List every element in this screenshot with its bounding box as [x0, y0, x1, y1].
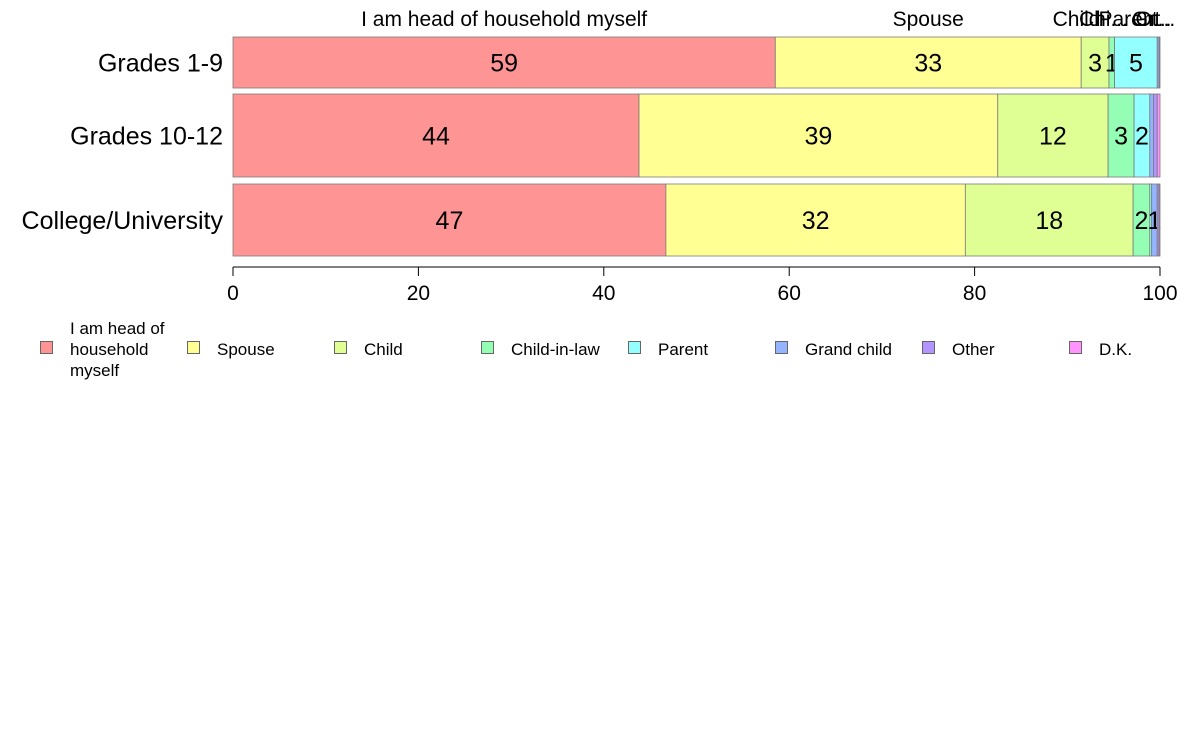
bar-segment — [774, 36, 1082, 89]
x-tick-label: 0 — [227, 282, 239, 300]
legend-swatch — [40, 341, 53, 354]
data-label: 12 — [1039, 123, 1067, 151]
legend-swatch — [628, 341, 641, 354]
legend-label: Parent — [658, 339, 709, 359]
segment-top-label: Parent — [1098, 8, 1160, 31]
bar-segment — [1156, 93, 1161, 178]
bar-segment — [1153, 93, 1158, 178]
bars: 59 33 3 1 544 39 12 3 247 32 18 2 1 — [232, 36, 1161, 257]
bar-segment — [964, 183, 1134, 257]
x-tick-label: 100 — [1142, 282, 1177, 300]
bar-segment — [638, 93, 999, 178]
legend-label: Grand child — [805, 339, 892, 359]
data-label: 3 — [1088, 50, 1102, 78]
x-tick-label: 40 — [592, 282, 615, 300]
data-label: 2 — [1135, 207, 1149, 235]
segment-top-label: Spouse — [893, 8, 964, 31]
category-label: Grades 1-9 — [98, 50, 223, 78]
segment-top-label: I am head of household myself — [361, 8, 647, 31]
data-label: 2 — [1135, 123, 1149, 151]
data-label: 39 — [804, 123, 832, 151]
category-label: College/University — [22, 207, 224, 235]
segment-top-label: Ot... — [1136, 8, 1176, 31]
stacked-bar-chart: I am head of household myself Spouse Child… — [22, 8, 1178, 300]
x-tick-label: 60 — [778, 282, 801, 300]
segment-top-label: Gr... — [1132, 8, 1172, 31]
bar-segment — [1149, 93, 1154, 178]
legend-swatch — [334, 341, 347, 354]
segment-top-label: Chi... — [1079, 8, 1128, 31]
legend-label: Other — [952, 339, 995, 359]
segment-top-label: Child — [1053, 8, 1101, 31]
segment-top-labels: I am head of household myself Spouse Child… — [361, 8, 1175, 31]
x-axis: 0 20 40 60 80 100 — [227, 266, 1178, 300]
bar-segment — [1158, 36, 1161, 89]
x-tick-label: 20 — [407, 282, 430, 300]
legend-label: Child — [364, 339, 403, 359]
bar-segment — [1114, 36, 1158, 89]
bar-segment — [1080, 36, 1110, 89]
data-label: 18 — [1035, 207, 1063, 235]
legend-label: D.K. — [1099, 339, 1133, 359]
data-label: 5 — [1129, 50, 1143, 78]
data-label: 59 — [490, 50, 518, 78]
bar-segment — [232, 183, 667, 257]
legend-swatch — [481, 341, 494, 354]
legend: I am head of household myself Spouse Chi… — [0, 316, 1188, 386]
data-label: 32 — [802, 207, 830, 235]
data-label: 47 — [436, 207, 464, 235]
data-label: 3 — [1114, 123, 1128, 151]
legend-label: Spouse — [217, 339, 275, 359]
category-label: Grades 10-12 — [70, 123, 223, 151]
legend-swatch — [775, 341, 788, 354]
bar-segment — [232, 93, 640, 178]
legend-label: Child-in-law — [511, 339, 600, 359]
data-label: 33 — [914, 50, 942, 78]
bar-segment — [665, 183, 966, 257]
legend-swatch — [922, 341, 935, 354]
category-labels: Grades 1-9 Grades 10-12 College/University — [22, 50, 224, 236]
legend-swatch — [187, 341, 200, 354]
bar-segment — [1107, 93, 1135, 178]
x-tick-label: 80 — [963, 282, 986, 300]
bar-segment — [997, 93, 1109, 178]
legend-swatch — [1069, 341, 1082, 354]
data-label: 44 — [422, 123, 450, 151]
bar-segment — [1158, 183, 1161, 257]
legend-label: I am head of household myself — [70, 318, 165, 380]
